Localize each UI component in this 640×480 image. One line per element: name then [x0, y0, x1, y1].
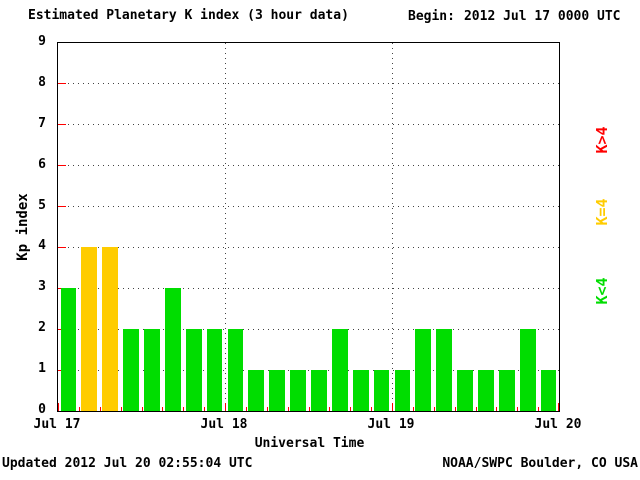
x-axis-tick — [371, 407, 373, 411]
y-axis-tick — [58, 124, 66, 126]
y-tick-label: 1 — [38, 361, 46, 377]
x-axis-tick — [245, 407, 247, 411]
kp-bar — [227, 329, 244, 411]
x-axis-tick — [329, 407, 331, 411]
kp-bar — [415, 329, 432, 411]
x-axis-tick — [99, 407, 101, 411]
x-axis-tick — [287, 407, 289, 411]
begin-value: 2012 Jul 17 0000 UTC — [463, 9, 621, 24]
x-axis-tick — [183, 407, 185, 411]
x-axis-tick — [58, 403, 59, 411]
x-axis-tick — [433, 407, 435, 411]
kp-bar — [373, 370, 390, 411]
x-axis-tick-labels: Jul 17 Jul 18 Jul 19 Jul 20 — [0, 417, 640, 433]
source-attribution: NOAA/SWPC Boulder, CO USA — [442, 456, 638, 471]
plot-area — [57, 42, 560, 412]
y-axis-tick — [58, 287, 66, 289]
x-axis-title: Universal Time — [254, 436, 365, 451]
x-axis-tick — [266, 407, 268, 411]
x-axis-tick — [412, 407, 414, 411]
kp-bar — [394, 370, 411, 411]
chart-title: Estimated Planetary K index (3 hour data… — [28, 8, 349, 23]
kp-bar — [60, 288, 77, 411]
x-axis-tick — [308, 407, 310, 411]
v-gridline — [224, 43, 226, 411]
kp-bar — [81, 247, 98, 411]
x-tick-label: Jul 20 — [534, 417, 582, 432]
h-gridline — [58, 287, 559, 289]
h-gridline — [58, 124, 559, 126]
y-tick-label: 8 — [38, 74, 46, 90]
kp-bar — [206, 329, 223, 411]
kp-bar — [290, 370, 306, 411]
h-gridline — [58, 206, 559, 208]
y-tick-label: 4 — [38, 238, 46, 254]
h-gridline — [58, 328, 559, 330]
x-tick-label: Jul 18 — [200, 417, 248, 432]
y-tick-label: 5 — [38, 197, 46, 213]
h-gridline — [58, 369, 559, 371]
x-tick-label: Jul 19 — [367, 417, 415, 432]
kp-bar — [331, 329, 348, 411]
v-gridline — [391, 43, 393, 411]
y-axis-tick — [58, 83, 66, 85]
kp-bar — [457, 370, 473, 411]
kp-bar — [311, 370, 327, 411]
x-axis-tick — [454, 407, 456, 411]
y-axis-tick-labels: 0 1 2 3 4 5 6 7 8 9 — [0, 34, 50, 417]
x-tick-label: Jul 17 — [33, 417, 81, 432]
begin-label: Begin: — [408, 9, 455, 24]
x-axis-tick — [78, 407, 80, 411]
x-axis-tick — [538, 407, 540, 411]
x-axis-tick — [350, 407, 352, 411]
h-gridline — [58, 83, 559, 85]
x-axis-tick — [517, 407, 519, 411]
updated-timestamp: Updated 2012 Jul 20 02:55:04 UTC — [2, 456, 253, 471]
legend-k-greater-4: K>4 — [593, 126, 611, 154]
kp-bar — [352, 370, 369, 411]
x-axis-tick — [475, 407, 477, 411]
kp-bar — [269, 370, 286, 411]
y-axis-tick — [58, 165, 66, 167]
x-axis-tick — [558, 403, 559, 411]
y-axis-tick — [58, 246, 66, 248]
y-tick-label: 3 — [38, 279, 46, 295]
kp-bar — [540, 370, 557, 411]
kp-bar — [102, 247, 119, 411]
kp-bar — [185, 329, 202, 411]
legend-k-less-4: K<4 — [593, 277, 611, 305]
x-axis-tick — [204, 407, 206, 411]
y-tick-label: 0 — [38, 402, 46, 417]
x-axis-tick — [392, 403, 393, 411]
kp-bar — [436, 329, 453, 411]
y-tick-label: 7 — [38, 115, 46, 131]
kp-bar — [478, 370, 494, 411]
kp-bar — [164, 288, 181, 411]
kp-bar — [248, 370, 265, 411]
x-axis-tick — [162, 407, 164, 411]
y-tick-label: 9 — [38, 34, 46, 49]
x-axis-tick — [120, 407, 122, 411]
x-axis-tick — [141, 407, 143, 411]
y-axis-tick — [58, 206, 66, 208]
kp-bar — [519, 329, 536, 411]
kp-bar — [498, 370, 515, 411]
x-axis-tick — [496, 407, 498, 411]
h-gridline — [58, 246, 559, 248]
begin-timestamp: Begin: 2012 Jul 17 0000 UTC — [408, 9, 621, 24]
x-axis-tick — [225, 403, 226, 411]
h-gridline — [58, 165, 559, 167]
y-tick-label: 2 — [38, 320, 46, 336]
kp-bar — [123, 329, 139, 411]
y-tick-label: 6 — [38, 156, 46, 172]
kp-bar — [144, 329, 160, 411]
legend-k-equal-4: K=4 — [593, 198, 611, 226]
